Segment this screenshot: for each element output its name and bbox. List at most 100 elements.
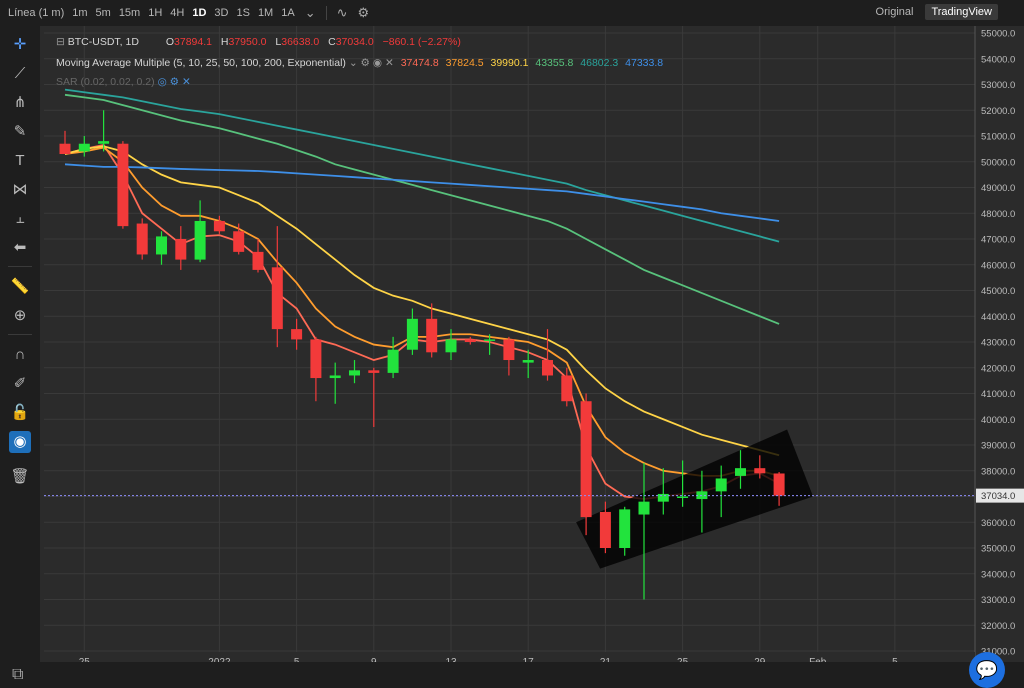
price-tick-label: 35000.0 (981, 544, 1015, 555)
candle-body (773, 473, 785, 496)
crosshair-icon[interactable]: ✛ (13, 36, 27, 53)
candle-body (98, 141, 110, 144)
sar-visibility-icon[interactable]: ◎ ⚙ ✕ (157, 76, 191, 88)
candle-body (387, 349, 399, 373)
lock-icon[interactable]: 🔓 (10, 404, 30, 421)
fib-tool-icon[interactable]: ⋔ (13, 94, 27, 111)
view-tradingview-button[interactable]: TradingView (925, 4, 998, 20)
candle-body (484, 339, 496, 341)
settings-gear-icon[interactable]: ⚙ (357, 5, 370, 20)
timeframe-5m[interactable]: 5m (95, 7, 111, 19)
indicator-settings-icon[interactable]: ⌄ ⚙ ◉ ✕ (348, 57, 394, 69)
candle-body (194, 220, 206, 260)
candle-body (406, 318, 418, 350)
text-tool-icon[interactable]: T (15, 152, 25, 169)
magnet-icon[interactable]: ∩ (14, 346, 26, 363)
sar-indicator-name: SAR (0.02, 0.02, 0.2) (56, 76, 155, 88)
timeframe-1a[interactable]: 1A (281, 7, 295, 19)
ma100-value: 46802.3 (580, 57, 619, 69)
ma-indicator-name: Moving Average Multiple (5, 10, 25, 50, … (56, 57, 346, 69)
pattern-tool-icon[interactable]: ⋈ (12, 181, 28, 198)
close-value: 37034.0 (335, 36, 374, 48)
pencil-lock-icon[interactable]: ✐ (13, 375, 27, 392)
timeframe-3d[interactable]: 3D (214, 7, 229, 19)
candle-body (213, 220, 225, 232)
open-value: 37894.1 (174, 36, 212, 48)
timeframe-line[interactable]: Línea (1 m) (8, 7, 65, 19)
candle-body (78, 143, 90, 152)
price-tick-label: 51000.0 (981, 132, 1015, 143)
timeframe-1month[interactable]: 1M (257, 7, 274, 19)
timeframe-1h[interactable]: 1H (148, 7, 163, 19)
price-axis-background (975, 26, 1024, 662)
candle-body (638, 501, 650, 515)
zoom-in-icon[interactable]: ⊕ (13, 307, 27, 324)
channel-rectangle (576, 429, 814, 569)
ma5-value: 37474.8 (400, 57, 439, 69)
timeframe-1m[interactable]: 1m (72, 7, 88, 19)
high-label: H (220, 36, 229, 48)
candle-body (464, 339, 476, 342)
close-label: C (328, 36, 336, 48)
bottom-bar: ⧉ (0, 662, 1024, 688)
ruler-icon[interactable]: 📏 (10, 278, 30, 295)
candle-body (252, 251, 264, 270)
price-tick-label: 54000.0 (981, 54, 1015, 65)
top-toolbar: Línea (1 m) 1m 5m 15m 1H 4H 1D 3D 1S 1M … (0, 0, 1024, 26)
candle-body (310, 339, 322, 379)
layers-icon[interactable]: ⧉ (12, 666, 24, 683)
candle-body (619, 509, 631, 548)
ma-line-ma100 (64, 88, 780, 243)
candle-body (503, 339, 515, 361)
price-tick-label: 48000.0 (981, 209, 1015, 220)
chat-button[interactable]: 💬 (969, 652, 1005, 688)
ohlc-legend: ⊟ BTC-USDT, 1D O37894.1 H37950.0 L36638.… (56, 36, 461, 48)
ma10-value: 37824.5 (445, 57, 484, 69)
candle-body (561, 375, 573, 402)
high-value: 37950.0 (228, 36, 267, 48)
candle-body (117, 143, 129, 227)
candlesticks (44, 110, 975, 600)
candle-body (136, 223, 148, 255)
ma50-value: 43355.8 (535, 57, 574, 69)
open-label: O (165, 36, 175, 48)
candle-body (175, 239, 187, 260)
ma200-value: 47333.8 (625, 57, 664, 69)
prediction-tool-icon[interactable]: ⫠ (15, 210, 25, 227)
candle-body (426, 318, 438, 353)
drawing-toolbar: ✛ ⟋ ⋔ ✎ T ⋈ ⫠ ⬅ 📏 ⊕ ∩ ✐ 🔓 ◉ 🗑 (0, 26, 40, 662)
back-arrow-icon[interactable]: ⬅ (13, 239, 27, 256)
price-tick-label: 32000.0 (981, 621, 1015, 632)
candle-body (271, 267, 283, 330)
ma-line-ma50 (64, 93, 780, 325)
ma-line-ma200 (64, 163, 780, 222)
candle-body (445, 339, 457, 353)
trash-icon[interactable]: 🗑 (10, 468, 30, 485)
timeframe-1d[interactable]: 1D (192, 7, 207, 19)
candle-body (677, 496, 689, 498)
ma-line-ma10 (64, 146, 780, 477)
toolbar-divider (8, 266, 32, 267)
price-tick-label: 40000.0 (981, 415, 1015, 426)
brush-icon[interactable]: ✎ (13, 123, 27, 140)
ma-line-ma25 (64, 145, 780, 457)
view-original-button[interactable]: Original (875, 6, 914, 18)
trendline-icon[interactable]: ⟋ (14, 65, 26, 82)
current-price-tag (976, 488, 1024, 503)
price-tick-label: 42000.0 (981, 363, 1015, 374)
price-tick-label: 46000.0 (981, 260, 1015, 271)
price-tick-label: 43000.0 (981, 338, 1015, 349)
hide-drawings-icon[interactable]: ◉ (9, 431, 31, 453)
current-price-tag-label: 37034.0 (981, 491, 1015, 502)
timeframe-1s[interactable]: 1S (236, 7, 250, 19)
chevron-down-icon[interactable]: ⌄ (304, 5, 316, 20)
candle-body (580, 401, 592, 518)
timeframe-15m[interactable]: 15m (118, 7, 141, 19)
view-switch: Original TradingView (870, 4, 998, 20)
candle-body (542, 360, 553, 376)
indicators-icon[interactable]: ∿ (336, 5, 348, 20)
expand-legend-icon[interactable]: ⊟ (56, 36, 65, 48)
timeframe-4h[interactable]: 4H (170, 7, 185, 19)
price-tick-label: 34000.0 (981, 569, 1015, 580)
